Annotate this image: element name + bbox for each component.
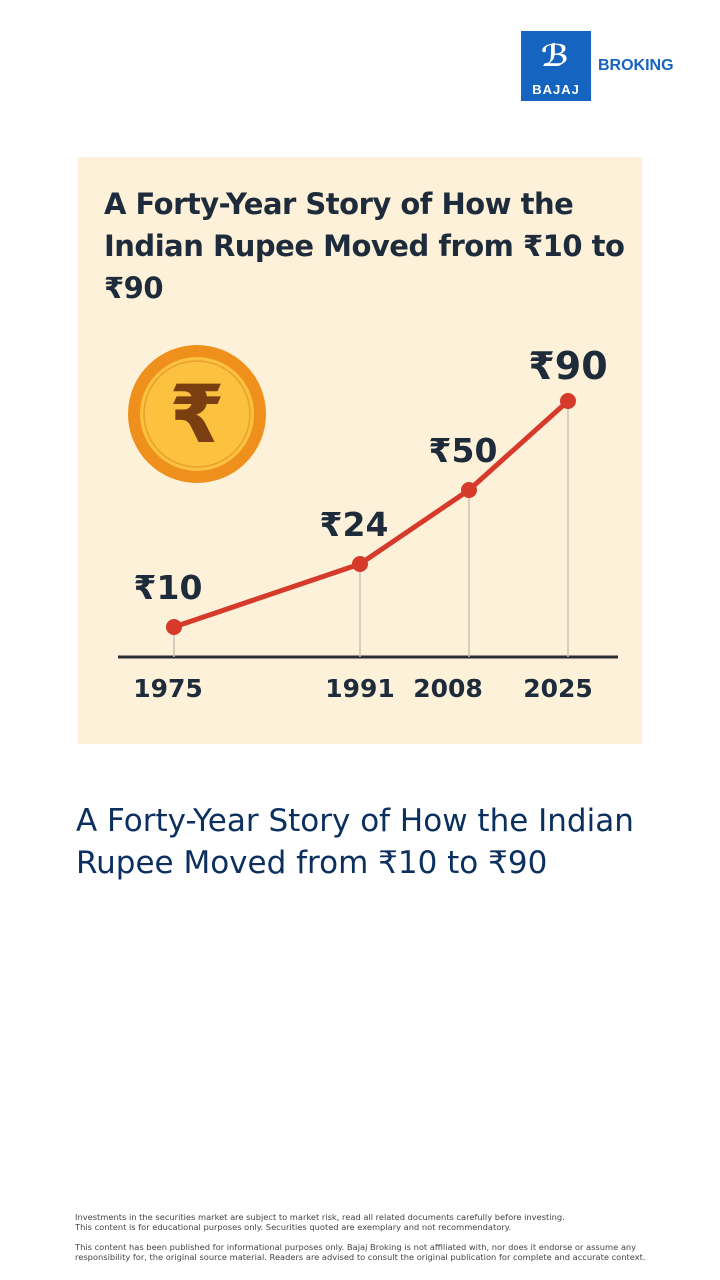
data-point bbox=[166, 619, 182, 635]
disclaimer-affiliation: This content has been published for info… bbox=[75, 1242, 646, 1262]
data-point bbox=[461, 482, 477, 498]
x-tick-label: 2025 bbox=[523, 674, 593, 703]
series-line bbox=[173, 399, 570, 630]
data-label: ₹50 bbox=[429, 431, 498, 470]
logo-box: ℬ BAJAJ bbox=[521, 31, 591, 101]
chart-panel: A Forty-Year Story of How the Indian Rup… bbox=[78, 157, 642, 744]
disclaimer-risk: Investments in the securities market are… bbox=[75, 1212, 565, 1222]
logo-mark-icon: ℬ bbox=[541, 39, 569, 74]
data-point bbox=[560, 393, 576, 409]
x-tick-label: 1975 bbox=[133, 674, 203, 703]
data-label: ₹24 bbox=[320, 505, 389, 544]
chart-title: A Forty-Year Story of How the Indian Rup… bbox=[104, 187, 625, 305]
line-chart: ₹ ₹10 1975 ₹24 1991 ₹50 2008 ₹90 2025 bbox=[118, 344, 618, 703]
data-point bbox=[352, 556, 368, 572]
x-tick-label: 1991 bbox=[325, 674, 395, 703]
data-label: ₹90 bbox=[528, 344, 607, 388]
logo-product: BROKING bbox=[598, 57, 674, 74]
x-tick-label: 2008 bbox=[413, 674, 483, 703]
disclaimer-education: This content is for educational purposes… bbox=[75, 1222, 512, 1232]
data-label: ₹10 bbox=[134, 568, 203, 607]
rupee-coin-icon: ₹ bbox=[128, 345, 266, 483]
coin-symbol: ₹ bbox=[169, 368, 225, 461]
article-heading: A Forty-Year Story of How the Indian Rup… bbox=[76, 803, 634, 881]
logo-brand: BAJAJ bbox=[532, 82, 580, 97]
bajaj-broking-logo: ℬ BAJAJ BROKING bbox=[521, 31, 691, 101]
